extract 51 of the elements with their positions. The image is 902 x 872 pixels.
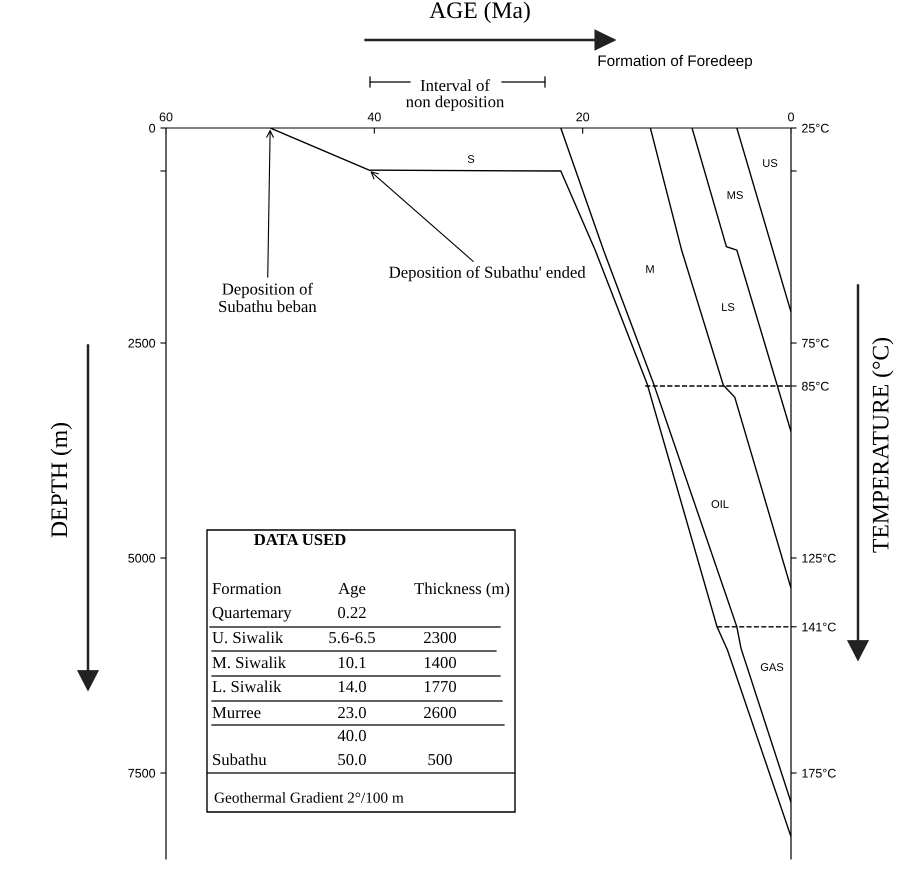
y2-tick-label: 85°C [802, 382, 829, 391]
annotation: 2600 [424, 706, 456, 718]
annotation: LS [722, 303, 734, 311]
x-tick-label: 20 [576, 112, 590, 122]
y2-tick-label: 125°C [802, 554, 836, 563]
annotation: L. Siwalik [212, 680, 282, 692]
annotation: Formation [212, 582, 282, 594]
y2-tick-label: 75°C [802, 338, 829, 348]
annotation: 14.0 [338, 680, 366, 692]
annotation: Quartemary [212, 606, 292, 622]
y-axis-title: DEPTH (m) [50, 423, 72, 538]
y2-tick-label: 175°C [802, 768, 836, 778]
annotation: 500 [428, 754, 452, 766]
annotation: Deposition of Subathu' ended [389, 266, 586, 282]
y2-tick-label: 141°C [802, 622, 836, 632]
annotation: Thickness (m) [414, 582, 510, 598]
annotation: M [646, 265, 654, 273]
text: Formation of Foredeep [598, 54, 752, 70]
y-tick-label: 0 [149, 124, 156, 133]
annotation: 40.0 [338, 730, 366, 742]
annotation: Age [338, 582, 366, 598]
annotation: OIL [712, 500, 729, 508]
annotation: DATA USED [254, 534, 346, 546]
annotation: MS [728, 191, 743, 199]
annotation: Geothermal Gradient 2°/100 m [214, 792, 404, 803]
annotation: 23.0 [338, 706, 366, 718]
annotation: M. Siwalik [212, 656, 286, 668]
annotation: GAS [760, 663, 784, 671]
annotation: Deposition of Subathu beban [219, 282, 316, 312]
annotation: 10.1 [338, 656, 366, 668]
y-tick-label: 5000 [128, 554, 156, 563]
y-tick-label: 7500 [128, 768, 156, 778]
x-tick-label: 0 [788, 112, 794, 122]
text: Interval of non deposition [406, 79, 504, 111]
y2-tick-label: 25°C [802, 124, 829, 133]
annotation: 1770 [424, 680, 456, 692]
annotation: 1400 [424, 656, 456, 668]
y2-axis-title: TEMPERATURE (°C) [872, 338, 894, 553]
annotation: 2300 [424, 632, 456, 644]
annotation: 5.6-6.5 [329, 632, 375, 644]
x-tick-label: 60 [160, 112, 172, 122]
x-axis-title: AGE (Ma) [429, 2, 530, 24]
annotation: Murree [212, 707, 260, 718]
annotation: Subathu [213, 753, 266, 766]
annotation: US [763, 159, 778, 167]
x-tick-label: 40 [368, 112, 381, 122]
annotation: 0.22 [338, 606, 366, 618]
annotation: 50.0 [338, 754, 366, 766]
annotation: U. Siwalik [212, 631, 284, 644]
annotation: S [468, 155, 474, 163]
y-tick-label: 2500 [128, 338, 156, 348]
